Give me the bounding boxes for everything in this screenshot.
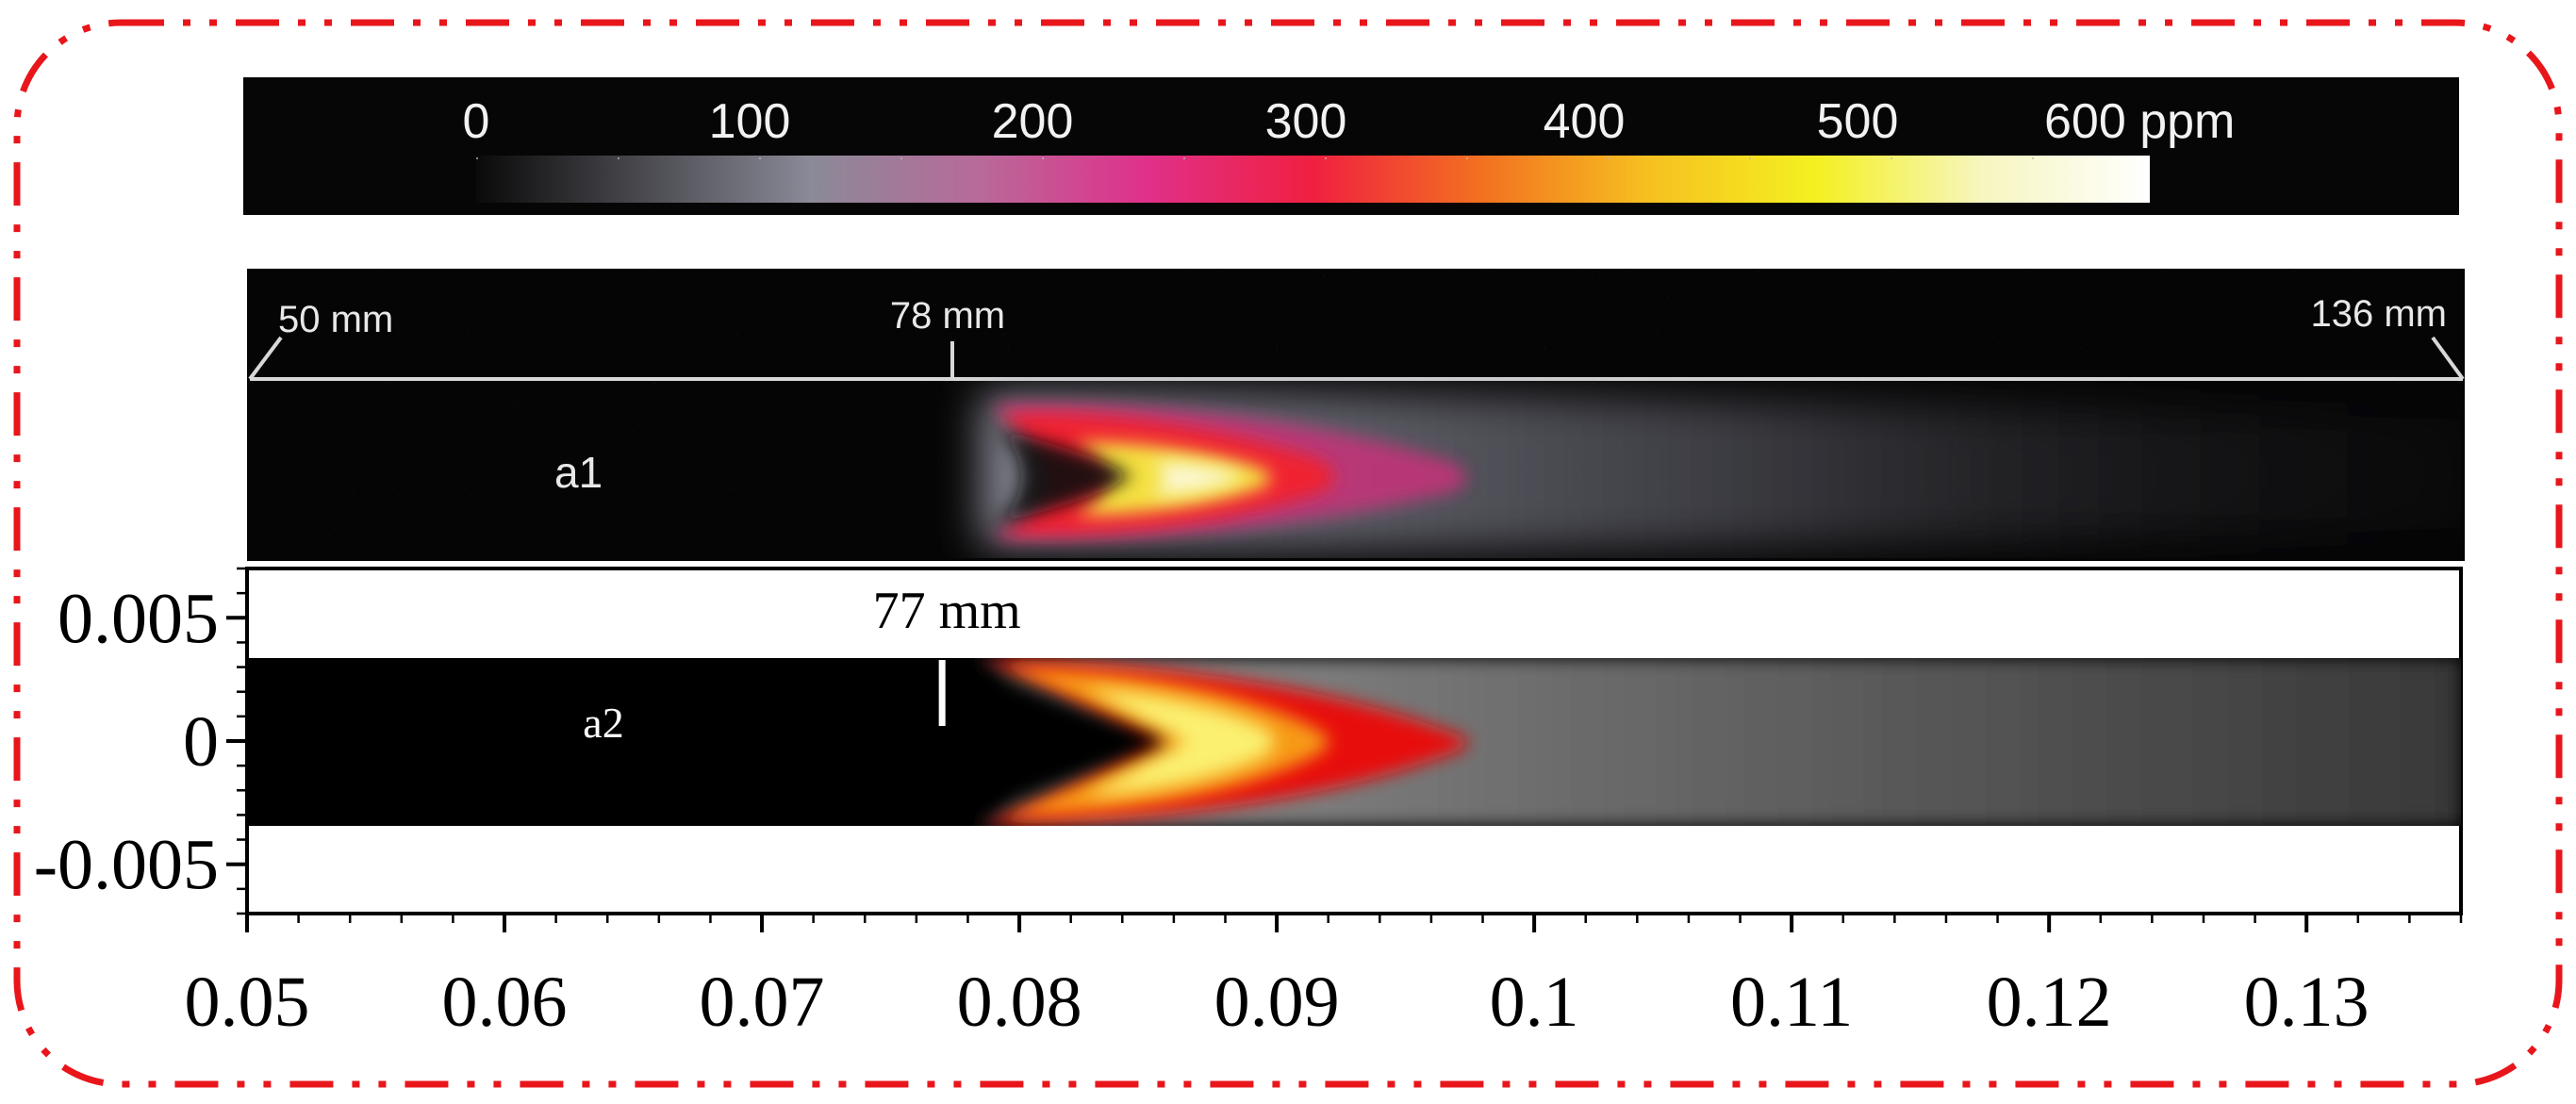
a1-scale-right-diagonal bbox=[2431, 336, 2465, 381]
a1-scale-bar bbox=[248, 336, 2465, 381]
panel-a1-label: a1 bbox=[554, 448, 603, 497]
a2-x-axis: 0.05 0.06 0.07 0.08 0.09 0.1 0.11 0.12 0.13 bbox=[185, 914, 2463, 1042]
y-tick-label: -0.005 bbox=[34, 826, 219, 905]
colorbar-tick-label: 200 bbox=[992, 94, 1074, 149]
x-tick-label: 0.12 bbox=[1987, 963, 2112, 1042]
colorbar: 0 100 200 300 400 500 600 ppm bbox=[243, 77, 2459, 215]
a2-marker-label: 77 mm bbox=[873, 582, 1021, 640]
a2-unburnt-inner bbox=[971, 671, 1167, 813]
a1-plume bbox=[981, 391, 2461, 551]
colorbar-tick-label: 100 bbox=[709, 94, 791, 149]
colorbar-tick-label: 0 bbox=[463, 94, 490, 149]
x-tick-label: 0.08 bbox=[957, 963, 1082, 1042]
x-tick-label: 0.05 bbox=[185, 963, 310, 1042]
x-tick-label: 0.13 bbox=[2244, 963, 2370, 1042]
x-tick-label: 0.09 bbox=[1214, 963, 1340, 1042]
a1-scale-label-end: 136 mm bbox=[2311, 293, 2448, 335]
x-tick-label: 0.06 bbox=[442, 963, 568, 1042]
panel-a2-label: a2 bbox=[583, 699, 623, 747]
colorbar-tick-label: 300 bbox=[1265, 94, 1347, 149]
panel-a2: 77 mm a2 0.05 0.06 0.07 0.08 0.09 0.1 0.11 0.12… bbox=[34, 567, 2463, 1042]
figure-border bbox=[13, 19, 2563, 1088]
a1-scale-label-mark: 78 mm bbox=[890, 295, 1005, 337]
colorbar-strip bbox=[476, 156, 2150, 203]
a2-y-axis: 0.005 0 -0.005 bbox=[34, 567, 247, 915]
a1-scale-left-diagonal bbox=[248, 336, 283, 381]
y-tick-label: 0 bbox=[183, 702, 219, 782]
a1-scale-label-start: 50 mm bbox=[278, 299, 393, 340]
colorbar-tick-label: 500 bbox=[1817, 94, 1899, 149]
colorbar-tick-labels: 0 100 200 300 400 500 600 ppm bbox=[463, 94, 2236, 149]
colorbar-tick-label: 400 bbox=[1544, 94, 1626, 149]
x-tick-label: 0.11 bbox=[1730, 963, 1853, 1042]
panel-a1: 50 mm 78 mm 136 mm a1 bbox=[247, 269, 2465, 561]
x-tick-label: 0.07 bbox=[700, 963, 825, 1042]
y-tick-label: 0.005 bbox=[58, 579, 219, 658]
a1-unburnt-inner bbox=[995, 429, 1131, 523]
colorbar-tick-label: 600 ppm bbox=[2044, 94, 2235, 149]
a1-white-core bbox=[1150, 461, 1245, 496]
a2-field bbox=[247, 658, 2461, 826]
x-tick-label: 0.1 bbox=[1490, 963, 1579, 1042]
a2-yellow-core bbox=[1084, 688, 1275, 796]
